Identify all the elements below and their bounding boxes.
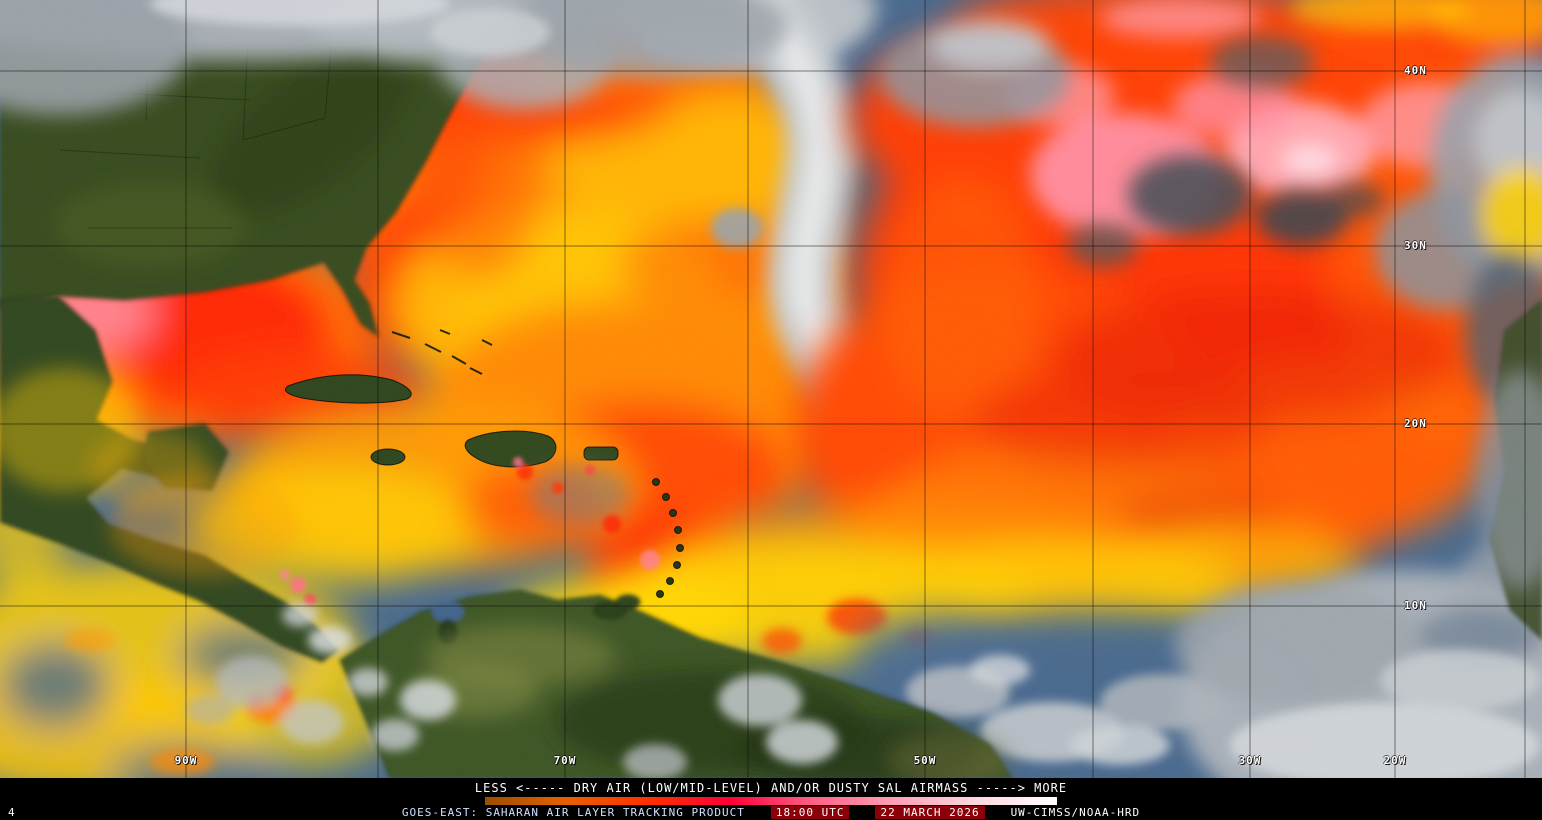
- lon-label-90w: 90W: [174, 754, 198, 767]
- frame-number: 4: [8, 806, 16, 819]
- legend-gradient: [485, 797, 1057, 805]
- noise-overlay: [0, 0, 1542, 778]
- lat-label-20n: 20N: [1404, 417, 1427, 430]
- satellite-image: [0, 0, 1542, 778]
- lat-label-30n: 30N: [1404, 239, 1427, 252]
- bottom-panel: LESS <----- DRY AIR (LOW/MID-LEVEL) AND/…: [0, 778, 1542, 820]
- lon-label-70w: 70W: [553, 754, 577, 767]
- satellite-map: 40N 30N 20N 10N 90W 70W 50W 30W 20W: [0, 0, 1542, 778]
- lon-label-20w: 20W: [1383, 754, 1407, 767]
- lat-label-10n: 10N: [1404, 599, 1427, 612]
- legend-text: LESS <----- DRY AIR (LOW/MID-LEVEL) AND/…: [474, 781, 1068, 795]
- status-bar: 4 GOES-EAST: SAHARAN AIR LAYER TRACKING …: [0, 805, 1542, 820]
- lon-label-50w: 50W: [913, 754, 937, 767]
- time-badge: 18:00 UTC: [770, 806, 850, 819]
- lat-label-40n: 40N: [1404, 64, 1427, 77]
- lon-label-30w: 30W: [1238, 754, 1262, 767]
- product-title: GOES-EAST: SAHARAN AIR LAYER TRACKING PR…: [401, 806, 745, 819]
- attribution: UW-CIMSS/NOAA-HRD: [1010, 806, 1141, 819]
- date-badge: 22 MARCH 2026: [875, 806, 985, 819]
